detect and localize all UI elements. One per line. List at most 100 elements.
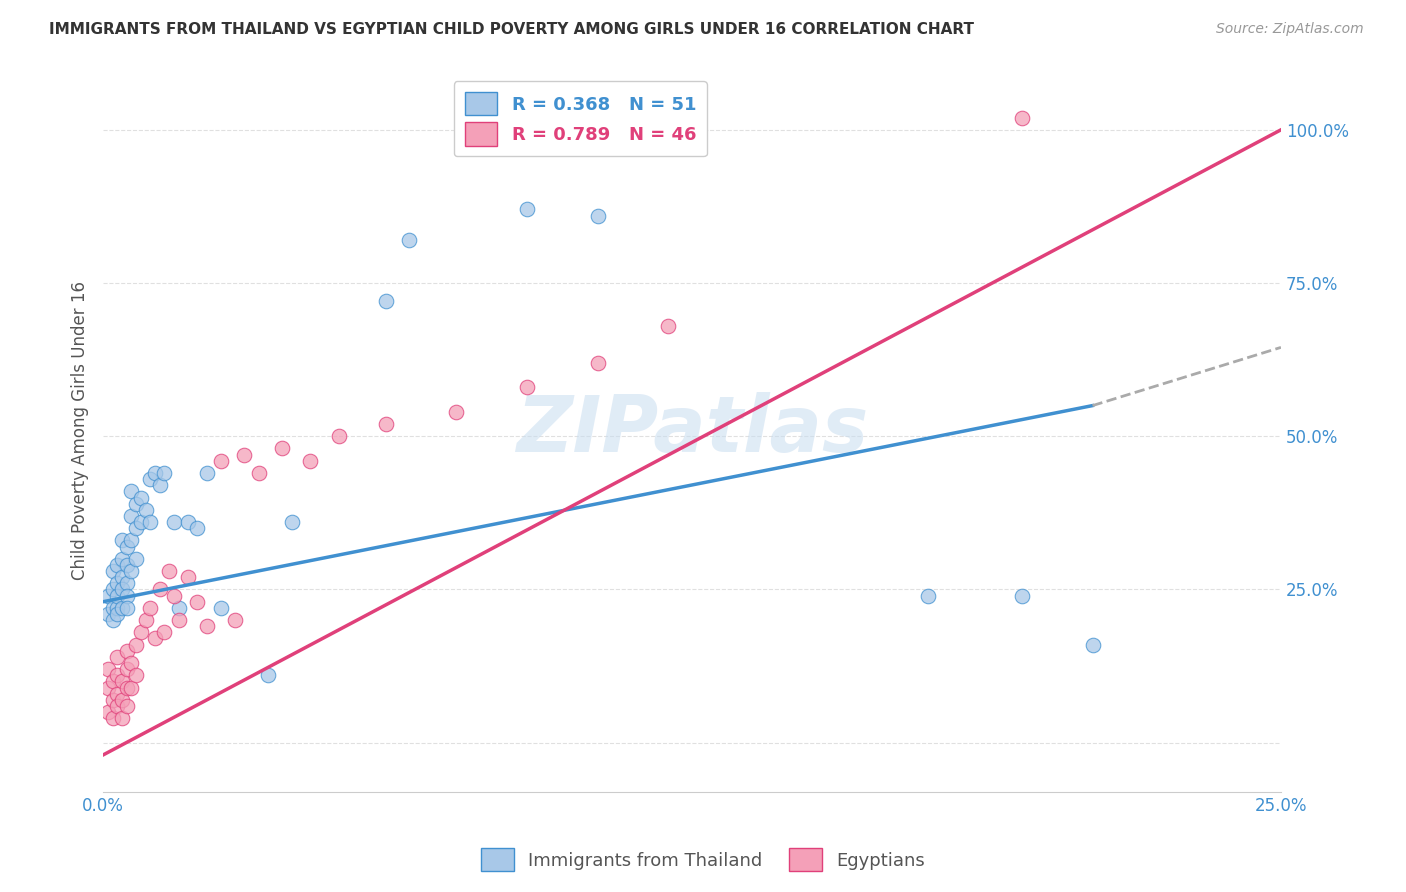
Point [120,564,142,578]
Point [586,356,609,370]
Point [120,533,142,548]
Point [97,607,120,621]
Point [105,576,128,591]
Point [167,613,190,627]
Point [111,600,134,615]
Point [115,558,138,572]
Point [111,711,134,725]
Point [224,613,246,627]
Point [120,484,142,499]
Point [149,478,172,492]
Point [101,564,124,578]
Point [125,668,148,682]
Point [139,472,162,486]
Legend: R = 0.368   N = 51, R = 0.789   N = 46: R = 0.368 N = 51, R = 0.789 N = 46 [454,81,707,156]
Point [280,515,302,529]
Point [115,589,138,603]
Point [105,687,128,701]
Point [177,570,200,584]
Point [139,515,162,529]
Point [186,521,208,535]
Point [1011,589,1033,603]
Point [516,202,538,217]
Point [120,656,142,670]
Point [97,662,120,676]
Point [163,515,186,529]
Point [586,209,609,223]
Point [257,668,280,682]
Point [125,551,148,566]
Point [105,558,128,572]
Point [1081,638,1104,652]
Point [247,466,270,480]
Text: ZIPatlas: ZIPatlas [516,392,868,468]
Point [97,681,120,695]
Point [374,417,396,431]
Point [120,681,142,695]
Point [105,649,128,664]
Point [115,600,138,615]
Point [657,318,679,333]
Point [328,429,350,443]
Legend: Immigrants from Thailand, Egyptians: Immigrants from Thailand, Egyptians [474,841,932,879]
Point [143,466,166,480]
Point [129,625,152,640]
Point [101,613,124,627]
Point [101,674,124,689]
Point [115,681,138,695]
Point [101,692,124,706]
Point [111,582,134,597]
Point [111,692,134,706]
Point [135,503,157,517]
Point [209,454,232,468]
Point [186,595,208,609]
Point [149,582,172,597]
Point [139,600,162,615]
Point [115,698,138,713]
Point [129,491,152,505]
Point [97,589,120,603]
Point [398,233,420,247]
Point [115,576,138,591]
Point [125,638,148,652]
Point [101,600,124,615]
Point [105,600,128,615]
Point [115,662,138,676]
Point [111,570,134,584]
Point [105,668,128,682]
Point [209,600,232,615]
Text: IMMIGRANTS FROM THAILAND VS EGYPTIAN CHILD POVERTY AMONG GIRLS UNDER 16 CORRELAT: IMMIGRANTS FROM THAILAND VS EGYPTIAN CHI… [49,22,974,37]
Point [271,442,294,456]
Point [105,698,128,713]
Point [374,294,396,309]
Point [115,540,138,554]
Point [105,607,128,621]
Point [101,711,124,725]
Point [153,625,176,640]
Point [516,380,538,394]
Point [917,589,939,603]
Point [153,466,176,480]
Point [120,508,142,523]
Point [163,589,186,603]
Point [125,497,148,511]
Point [299,454,322,468]
Point [446,405,468,419]
Point [125,521,148,535]
Point [1011,111,1033,125]
Point [115,644,138,658]
Point [105,589,128,603]
Point [177,515,200,529]
Point [167,600,190,615]
Point [195,619,218,633]
Point [157,564,180,578]
Point [233,448,256,462]
Point [111,674,134,689]
Text: Source: ZipAtlas.com: Source: ZipAtlas.com [1216,22,1364,37]
Point [111,533,134,548]
Point [111,551,134,566]
Point [135,613,157,627]
Point [129,515,152,529]
Point [195,466,218,480]
Point [97,705,120,719]
